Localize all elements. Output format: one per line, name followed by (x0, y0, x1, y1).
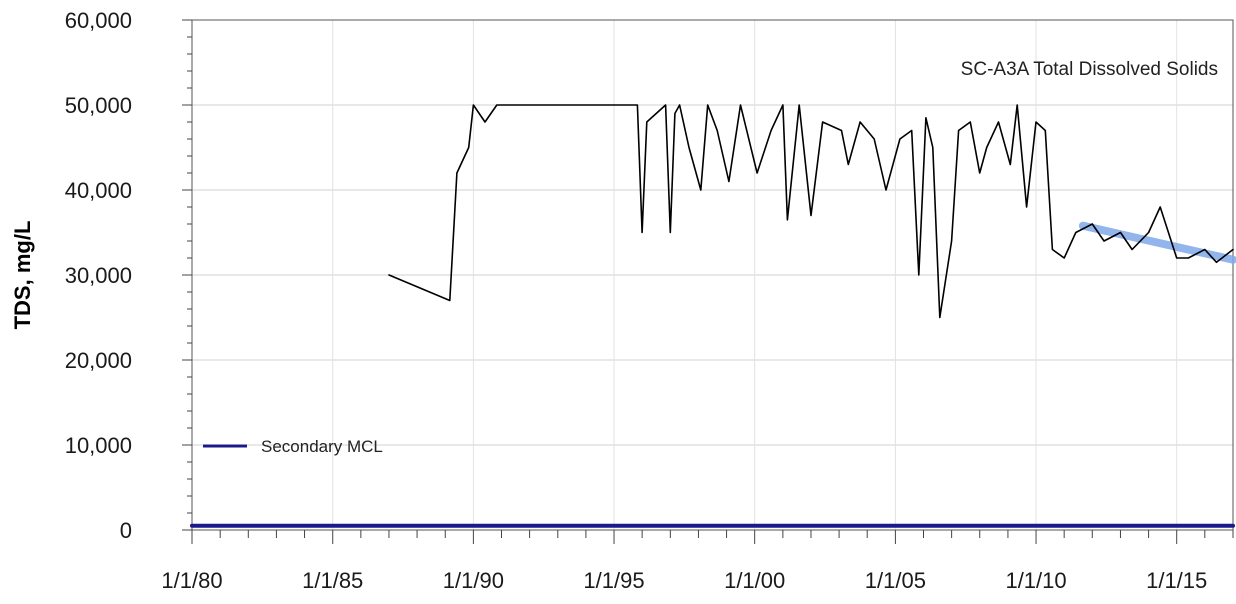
y-tick-label: 50,000 (65, 93, 132, 118)
y-tick-label: 40,000 (65, 178, 132, 203)
x-tick-label: 1/1/85 (302, 568, 363, 593)
series (190, 104, 1236, 528)
chart-title: SC-A3A Total Dissolved Solids (961, 59, 1218, 80)
y-tick-label: 10,000 (65, 433, 132, 458)
x-tick-label: 1/1/15 (1146, 568, 1207, 593)
x-tick-label: 1/1/05 (865, 568, 926, 593)
x-tick-label: 1/1/80 (161, 568, 222, 593)
tds-series-line (388, 104, 1234, 319)
x-tick-label: 1/1/95 (583, 568, 644, 593)
x-tick-label: 1/1/00 (724, 568, 785, 593)
y-tick-label: 20,000 (65, 348, 132, 373)
y-tick-label: 0 (120, 518, 132, 543)
grid (192, 20, 1233, 530)
x-tick-label: 1/1/10 (1005, 568, 1066, 593)
x-tick-label: 1/1/90 (443, 568, 504, 593)
y-tick-label: 30,000 (65, 263, 132, 288)
y-axis-title: TDS, mg/L (10, 221, 35, 330)
y-tick-label: 60,000 (65, 8, 132, 33)
axes: 0 10,000 20,000 30,000 40,000 50,000 60,000 1/1… (65, 8, 1234, 593)
legend: Secondary MCL (203, 437, 383, 456)
legend-label-secondary-mcl: Secondary MCL (261, 437, 383, 456)
